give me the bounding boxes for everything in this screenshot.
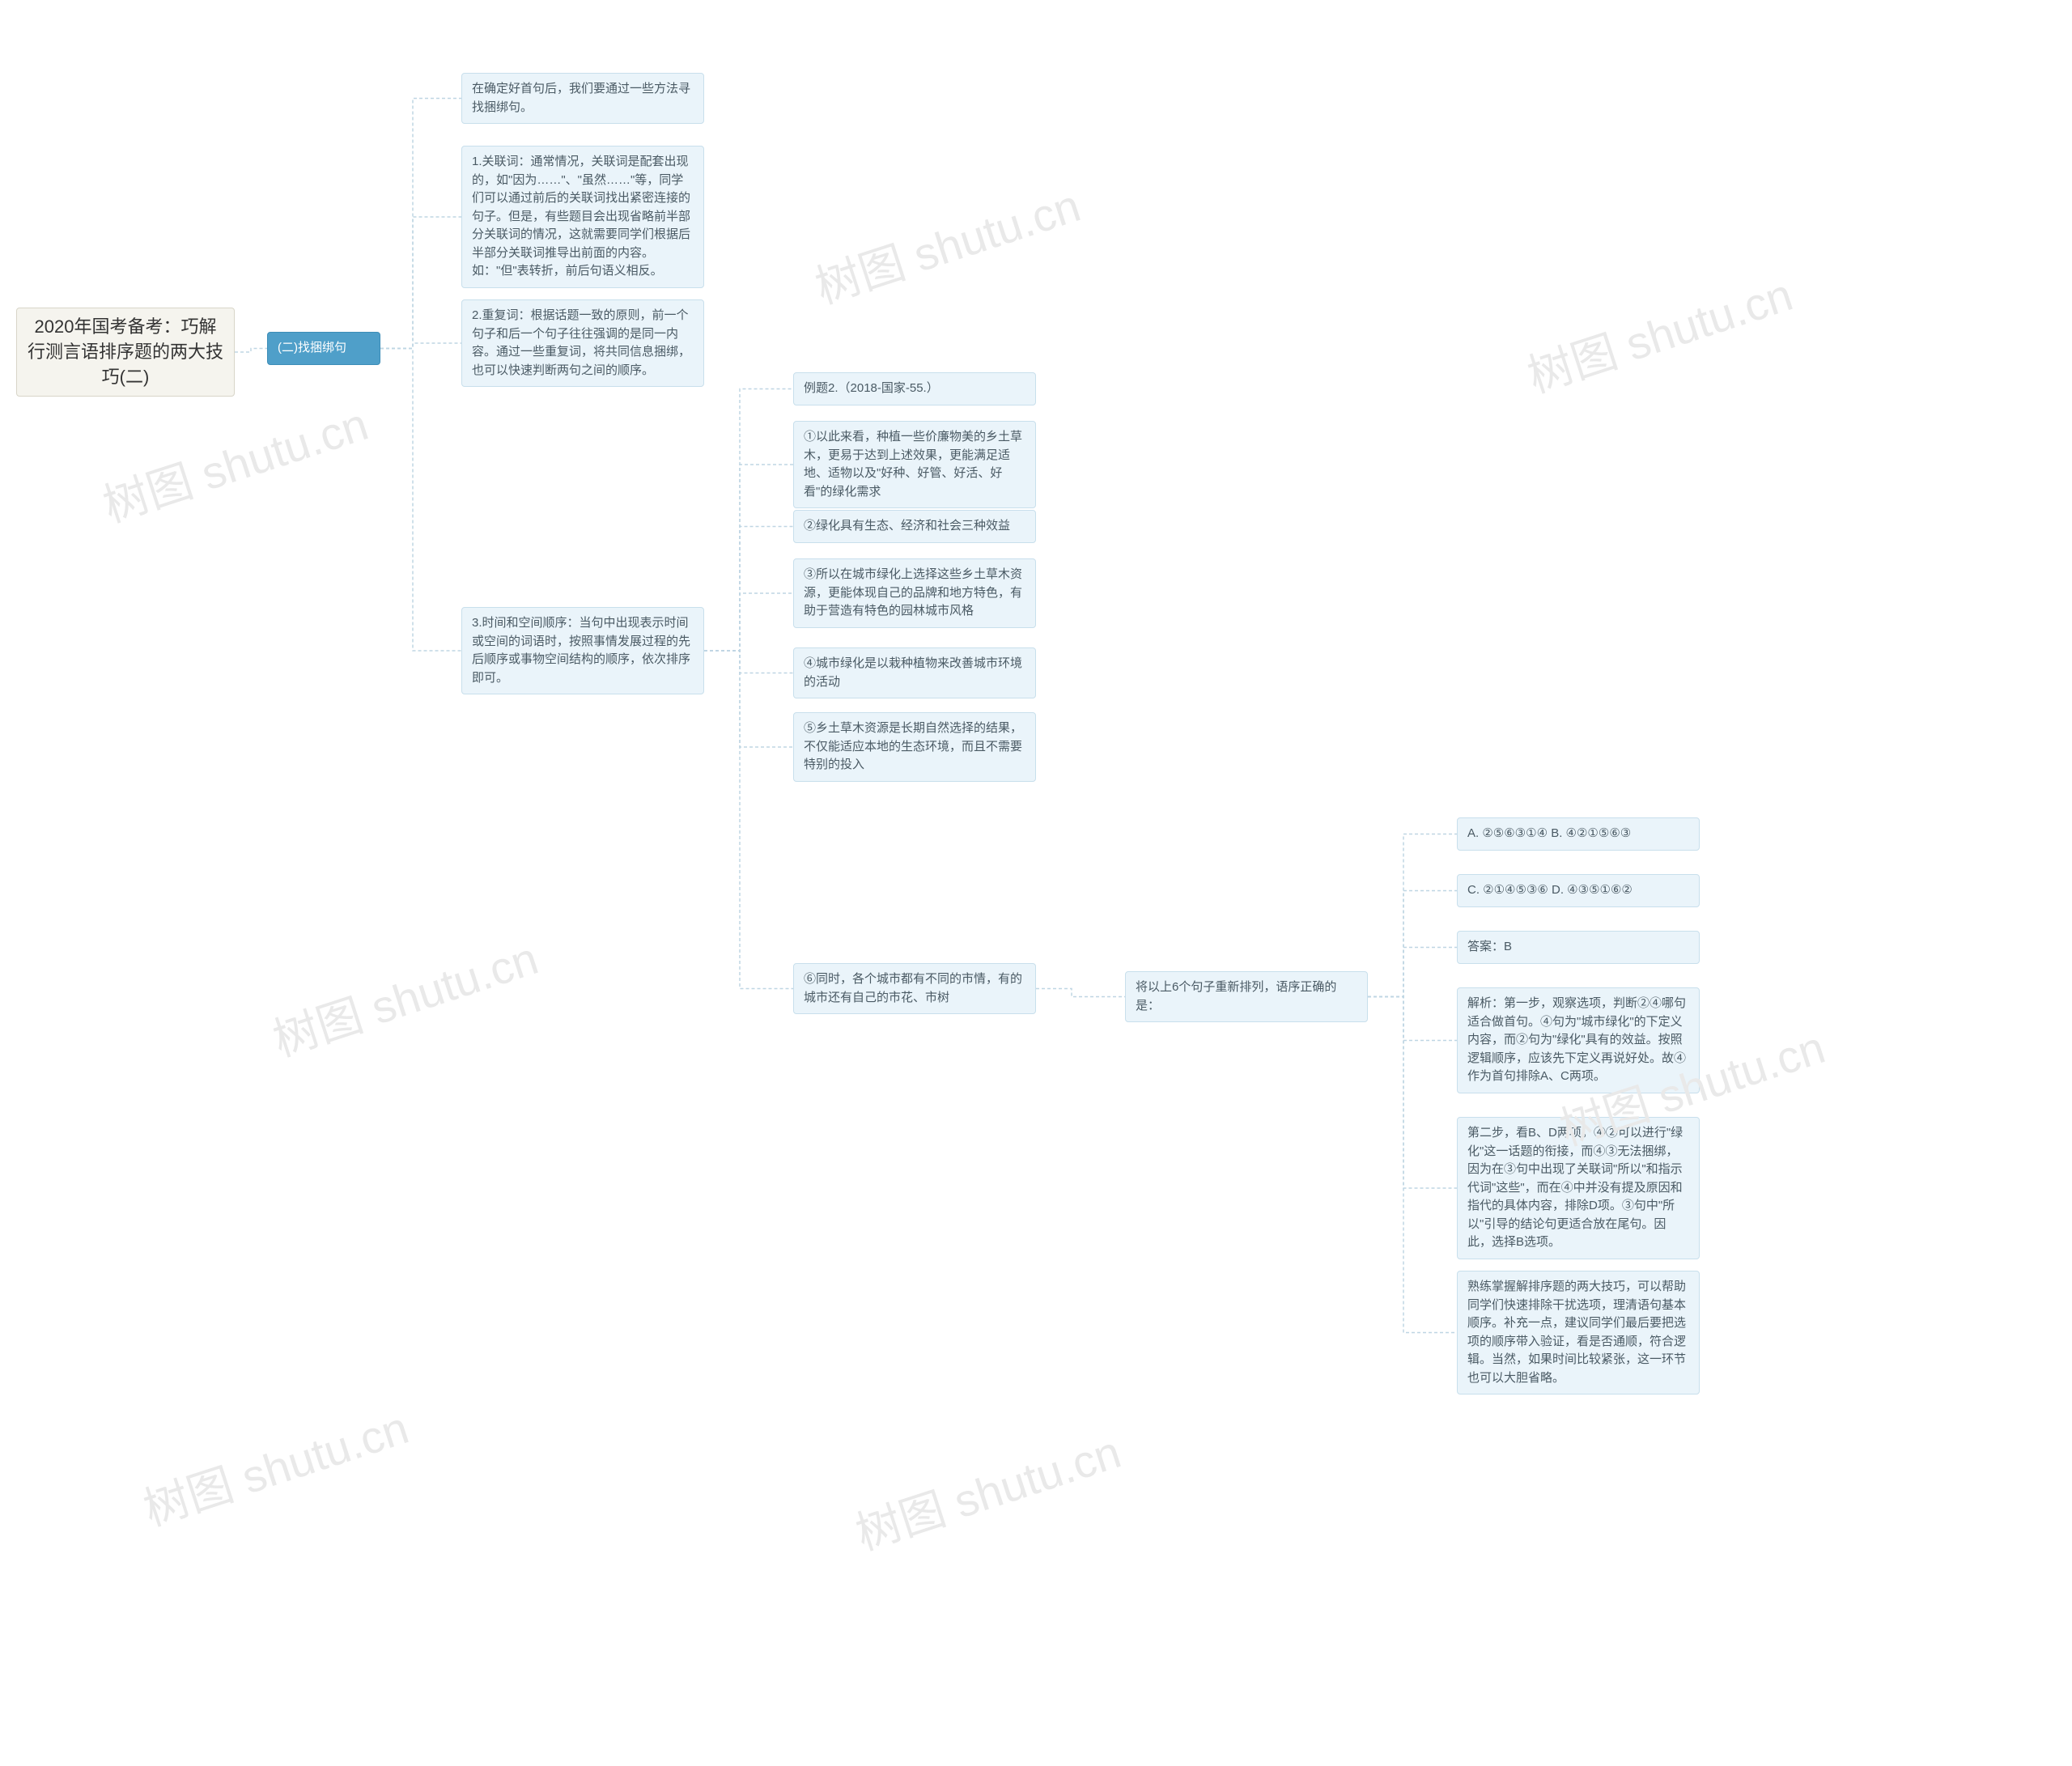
watermark: 树图 shutu.cn <box>806 170 1088 317</box>
watermark: 树图 shutu.cn <box>94 388 376 536</box>
tree-node: ②绿化具有生态、经济和社会三种效益 <box>793 510 1036 543</box>
hub-node: (二)找捆绑句 <box>267 332 380 365</box>
tree-node: 解析：第一步，观察选项，判断②④哪句适合做首句。④句为"城市绿化"的下定义内容，… <box>1457 987 1700 1093</box>
tree-node: ③所以在城市绿化上选择这些乡土草木资源，更能体现自己的品牌和地方特色，有助于营造… <box>793 558 1036 628</box>
tree-node: ⑥同时，各个城市都有不同的市情，有的城市还有自己的市花、市树 <box>793 963 1036 1014</box>
tree-node: ①以此来看，种植一些价廉物美的乡土草木，更易于达到上述效果，更能满足适地、适物以… <box>793 421 1036 508</box>
tree-node: ⑤乡土草木资源是长期自然选择的结果，不仅能适应本地的生态环境，而且不需要特别的投… <box>793 712 1036 782</box>
tree-node: 答案：B <box>1457 931 1700 964</box>
tree-node: ④城市绿化是以栽种植物来改善城市环境的活动 <box>793 647 1036 698</box>
tree-node: 3.时间和空间顺序：当句中出现表示时间或空间的词语时，按照事情发展过程的先后顺序… <box>461 607 704 694</box>
tree-node: 2.重复词：根据话题一致的原则，前一个句子和后一个句子往往强调的是同一内容。通过… <box>461 299 704 387</box>
watermark: 树图 shutu.cn <box>847 1416 1128 1564</box>
watermark: 树图 shutu.cn <box>134 1392 416 1539</box>
tree-node: 例题2.（2018-国家-55.） <box>793 372 1036 405</box>
tree-node: 熟练掌握解排序题的两大技巧，可以帮助同学们快速排除干扰选项，理清语句基本顺序。补… <box>1457 1271 1700 1395</box>
watermark: 树图 shutu.cn <box>1518 259 1800 406</box>
root-node: 2020年国考备考：巧解行测言语排序题的两大技巧(二) <box>16 308 235 397</box>
tree-node: 第二步，看B、D两项。④②可以进行"绿化"这一话题的衔接，而④③无法捆绑，因为在… <box>1457 1117 1700 1259</box>
tree-node: 1.关联词：通常情况，关联词是配套出现的，如"因为……"、"虽然……"等，同学们… <box>461 146 704 288</box>
tree-node: A. ②⑤⑥③①④ B. ④②①⑤⑥③ <box>1457 817 1700 851</box>
tree-node: 在确定好首句后，我们要通过一些方法寻找捆绑句。 <box>461 73 704 124</box>
tree-node: 将以上6个句子重新排列，语序正确的是： <box>1125 971 1368 1022</box>
edge-layer <box>0 0 2072 1766</box>
watermark: 树图 shutu.cn <box>264 923 546 1070</box>
tree-node: C. ②①④⑤③⑥ D. ④③⑤①⑥② <box>1457 874 1700 907</box>
